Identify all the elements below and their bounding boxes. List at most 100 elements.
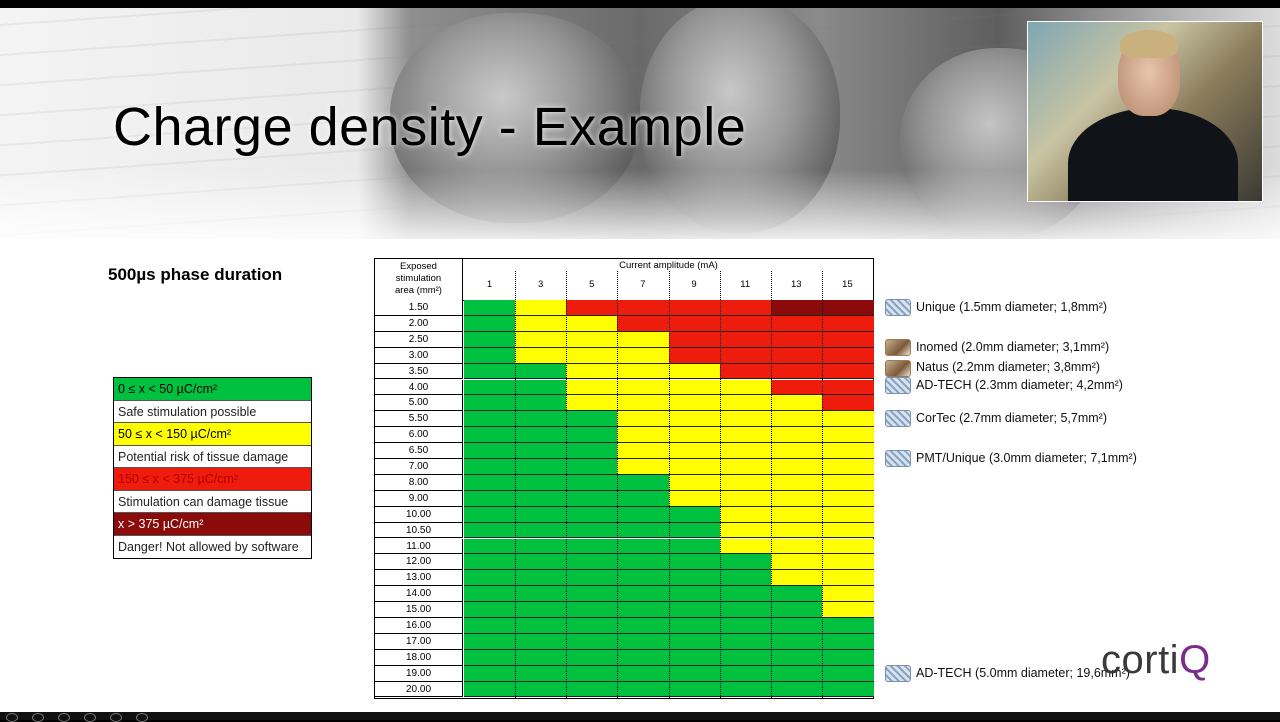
charge-cell (745, 586, 772, 603)
charge-cell (617, 681, 644, 698)
charge-cell (642, 522, 669, 539)
charge-cell (821, 411, 848, 428)
charge-cell (464, 649, 491, 666)
charge-cell (719, 554, 746, 571)
charge-cell (566, 379, 593, 396)
charge-cell (591, 586, 618, 603)
charge-cell (489, 443, 516, 459)
table-row: 19.00 (375, 665, 874, 682)
charge-cell (591, 300, 618, 316)
charge-cell (464, 618, 491, 634)
charge-cell (489, 474, 516, 491)
electrode-label: Inomed (2.0mm diameter; 3,1mm²) (885, 338, 1109, 356)
charge-cell (847, 347, 874, 364)
table-header: Exposed stimulation area (mm²) Current a… (375, 259, 873, 301)
charge-cell (796, 602, 823, 618)
charge-cell (489, 681, 516, 698)
table-row: 6.50 (375, 443, 874, 459)
charge-cell (694, 474, 721, 491)
area-value: 13.00 (375, 570, 463, 587)
charge-density-legend: 0 ≤ x < 50 µC/cm² Safe stimulation possib… (113, 377, 312, 559)
charge-cell (745, 443, 772, 459)
electrode-label: AD-TECH (2.3mm diameter; 4,2mm²) (885, 376, 1123, 394)
charge-cell (770, 633, 797, 650)
charge-cell (847, 331, 874, 348)
charge-cell (642, 395, 669, 412)
area-value: 4.00 (375, 379, 463, 396)
charge-cell (796, 300, 823, 316)
charge-cell (642, 618, 669, 634)
charge-cell (617, 538, 644, 555)
charge-cell (694, 522, 721, 539)
prev-slide-icon[interactable] (6, 713, 18, 722)
charge-cell (489, 490, 516, 507)
charge-cell (540, 347, 567, 364)
charge-cell (540, 300, 567, 316)
slides-icon[interactable] (84, 713, 96, 722)
charge-cell (489, 602, 516, 618)
charge-cell (796, 395, 823, 412)
charge-cell (719, 395, 746, 412)
pen-icon[interactable] (58, 713, 70, 722)
charge-cell (770, 459, 797, 475)
charge-cell (847, 300, 874, 316)
charge-cell (745, 474, 772, 491)
charge-cell (540, 443, 567, 459)
charge-cell (464, 538, 491, 555)
charge-cell (642, 681, 669, 698)
charge-cell (515, 649, 542, 666)
charge-cell (847, 586, 874, 603)
charge-cell (821, 522, 848, 539)
charge-cell (796, 411, 823, 428)
charge-cell (464, 395, 491, 412)
charge-cell (642, 490, 669, 507)
zoom-icon[interactable] (110, 713, 122, 722)
charge-cell (642, 459, 669, 475)
charge-cell (770, 602, 797, 618)
charge-cell (847, 522, 874, 539)
charge-cell (847, 363, 874, 380)
charge-cell (617, 459, 644, 475)
charge-cell (464, 363, 491, 380)
charge-cell (796, 363, 823, 380)
table-row: 3.50 (375, 363, 874, 380)
charge-cell (515, 474, 542, 491)
charge-cell (668, 395, 695, 412)
electrode-label: Unique (1.5mm diameter; 1,8mm²) (885, 298, 1107, 317)
legend-item: Safe stimulation possible (114, 400, 311, 423)
charge-cell (566, 459, 593, 475)
next-slide-icon[interactable] (32, 713, 44, 722)
charge-cell (515, 618, 542, 634)
charge-cell (694, 443, 721, 459)
charge-cell (540, 522, 567, 539)
charge-cell (694, 538, 721, 555)
charge-cell (515, 395, 542, 412)
charge-cell (770, 665, 797, 682)
charge-cell (847, 506, 874, 523)
charge-cell (847, 379, 874, 396)
charge-cell (770, 649, 797, 666)
charge-cell (770, 490, 797, 507)
charge-cell (821, 633, 848, 650)
charge-cell (770, 618, 797, 634)
charge-cell (464, 665, 491, 682)
grid-electrode-icon (885, 450, 911, 468)
table-row: 3.00 (375, 347, 874, 364)
more-options-icon[interactable] (136, 713, 148, 722)
charge-cell (770, 300, 797, 316)
charge-cell (770, 474, 797, 491)
charge-cell (617, 395, 644, 412)
table-row: 10.50 (375, 522, 874, 539)
table-row: 2.00 (375, 315, 874, 332)
charge-cell (591, 347, 618, 364)
area-value: 6.50 (375, 443, 463, 459)
charge-cell (668, 506, 695, 523)
charge-cell (464, 602, 491, 618)
charge-cell (821, 618, 848, 634)
charge-cell (617, 300, 644, 316)
charge-cell (642, 300, 669, 316)
electrode-label: Natus (2.2mm diameter; 3,8mm²) (885, 358, 1100, 377)
charge-cell (540, 665, 567, 682)
charge-cell (796, 586, 823, 603)
area-value: 3.00 (375, 347, 463, 364)
